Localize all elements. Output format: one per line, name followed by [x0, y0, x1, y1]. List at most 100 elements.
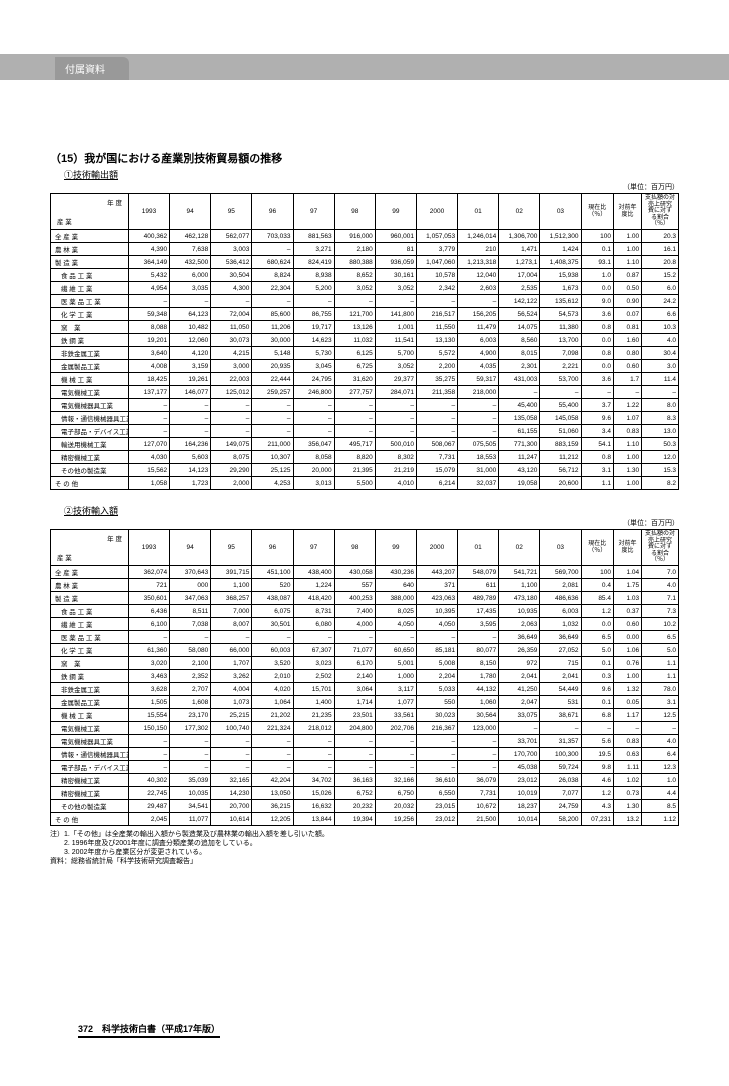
- cell: 32,166: [375, 774, 416, 787]
- cell: 8.5: [642, 800, 679, 813]
- cell: 3,052: [375, 282, 416, 295]
- cell: 18,425: [128, 373, 169, 386]
- cell: 0.87: [613, 269, 641, 282]
- cell: 4,035: [458, 360, 499, 373]
- cell: 61,360: [128, 644, 169, 657]
- year-col: 95: [211, 530, 252, 566]
- row-label: 非鉄金属工業: [51, 683, 129, 696]
- cell: 3.1: [642, 696, 679, 709]
- cell: 20,700: [211, 800, 252, 813]
- cell: 211,000: [252, 438, 293, 451]
- cell: 400,253: [334, 592, 375, 605]
- row-label: 非鉄金属工業: [51, 347, 129, 360]
- cell: 23,015: [416, 800, 457, 813]
- cell: 86,755: [293, 308, 334, 321]
- cell: 3,035: [170, 282, 211, 295]
- cell: 5,700: [375, 347, 416, 360]
- extra-col: 現在比（％）: [581, 530, 613, 566]
- cell: 20.8: [642, 256, 679, 269]
- cell: 4,253: [252, 477, 293, 490]
- cell: 15,079: [416, 464, 457, 477]
- cell: 8,150: [458, 657, 499, 670]
- cell: –: [128, 399, 169, 412]
- cell: 6,003: [458, 334, 499, 347]
- cell: 54.1: [581, 438, 613, 451]
- cell: 30,161: [375, 269, 416, 282]
- row-label: 電気機械器具工業: [51, 735, 129, 748]
- cell: 0.8: [581, 451, 613, 464]
- cell: 916,000: [334, 230, 375, 243]
- cell: 36,163: [334, 774, 375, 787]
- cell: 277,757: [334, 386, 375, 399]
- cell: 4.0: [642, 334, 679, 347]
- year-col: 2000: [416, 530, 457, 566]
- cell: 11,380: [540, 321, 581, 334]
- cell: 8,075: [211, 451, 252, 464]
- subtitle-imports: ②技術輸入額: [64, 504, 679, 517]
- cell: 3,013: [293, 477, 334, 490]
- cell: 8,511: [170, 605, 211, 618]
- cell: –: [416, 761, 457, 774]
- cell: 85.4: [581, 592, 613, 605]
- cell: 13,844: [293, 813, 334, 826]
- cell: –: [334, 425, 375, 438]
- cell: 216,517: [416, 308, 457, 321]
- cell: 1,073: [211, 696, 252, 709]
- cell: –: [128, 295, 169, 308]
- cell: 1,047,060: [416, 256, 457, 269]
- cell: 4,050: [375, 618, 416, 631]
- cell: 59,348: [128, 308, 169, 321]
- row-label: 製 造 業: [51, 592, 129, 605]
- cell: 10,614: [211, 813, 252, 826]
- cell: –: [375, 425, 416, 438]
- cell: 20,600: [540, 477, 581, 490]
- cell: 2,200: [416, 360, 457, 373]
- cell: 1,707: [211, 657, 252, 670]
- cell: 2,063: [499, 618, 540, 631]
- cell: 3,064: [334, 683, 375, 696]
- cell: 100: [581, 230, 613, 243]
- cell: 100,740: [211, 722, 252, 735]
- cell: 569,700: [540, 566, 581, 579]
- cell: 438,087: [252, 592, 293, 605]
- cell: 1.00: [613, 670, 641, 683]
- cell: 431,003: [499, 373, 540, 386]
- row-label: 情報・通信機械器具工業: [51, 412, 129, 425]
- row-label: 農 林 業: [51, 243, 129, 256]
- cell: –: [458, 295, 499, 308]
- cell: 4,215: [211, 347, 252, 360]
- cell: 4,000: [334, 618, 375, 631]
- cell: 35,275: [416, 373, 457, 386]
- cell: 5,148: [252, 347, 293, 360]
- cell: –: [642, 722, 679, 735]
- cell: 216,367: [416, 722, 457, 735]
- cell: 0.81: [613, 321, 641, 334]
- cell: 3.7: [581, 399, 613, 412]
- cell: 22,304: [252, 282, 293, 295]
- cell: 11,212: [540, 451, 581, 464]
- cell: 15,701: [293, 683, 334, 696]
- cell: 4,030: [128, 451, 169, 464]
- cell: 5.0: [642, 644, 679, 657]
- cell: 2,502: [293, 670, 334, 683]
- cell: 883,159: [540, 438, 581, 451]
- cell: 3,020: [128, 657, 169, 670]
- exports-table: 年 度産 業19939495969798992000010203現在比（％）対前…: [50, 193, 679, 490]
- cell: 7,638: [170, 243, 211, 256]
- cell: 1.75: [613, 579, 641, 592]
- cell: 370,643: [170, 566, 211, 579]
- cell: 31,620: [334, 373, 375, 386]
- cell: 6,170: [334, 657, 375, 670]
- cell: 14,230: [211, 787, 252, 800]
- cell: 462,128: [170, 230, 211, 243]
- cell: 13,700: [540, 334, 581, 347]
- cell: 2,221: [540, 360, 581, 373]
- cell: –: [128, 748, 169, 761]
- cell: 2,081: [540, 579, 581, 592]
- cell: 35,039: [170, 774, 211, 787]
- cell: 17,004: [499, 269, 540, 282]
- cell: 43,120: [499, 464, 540, 477]
- row-label: 全 産 業: [51, 566, 129, 579]
- cell: 56,712: [540, 464, 581, 477]
- cell: 550: [416, 696, 457, 709]
